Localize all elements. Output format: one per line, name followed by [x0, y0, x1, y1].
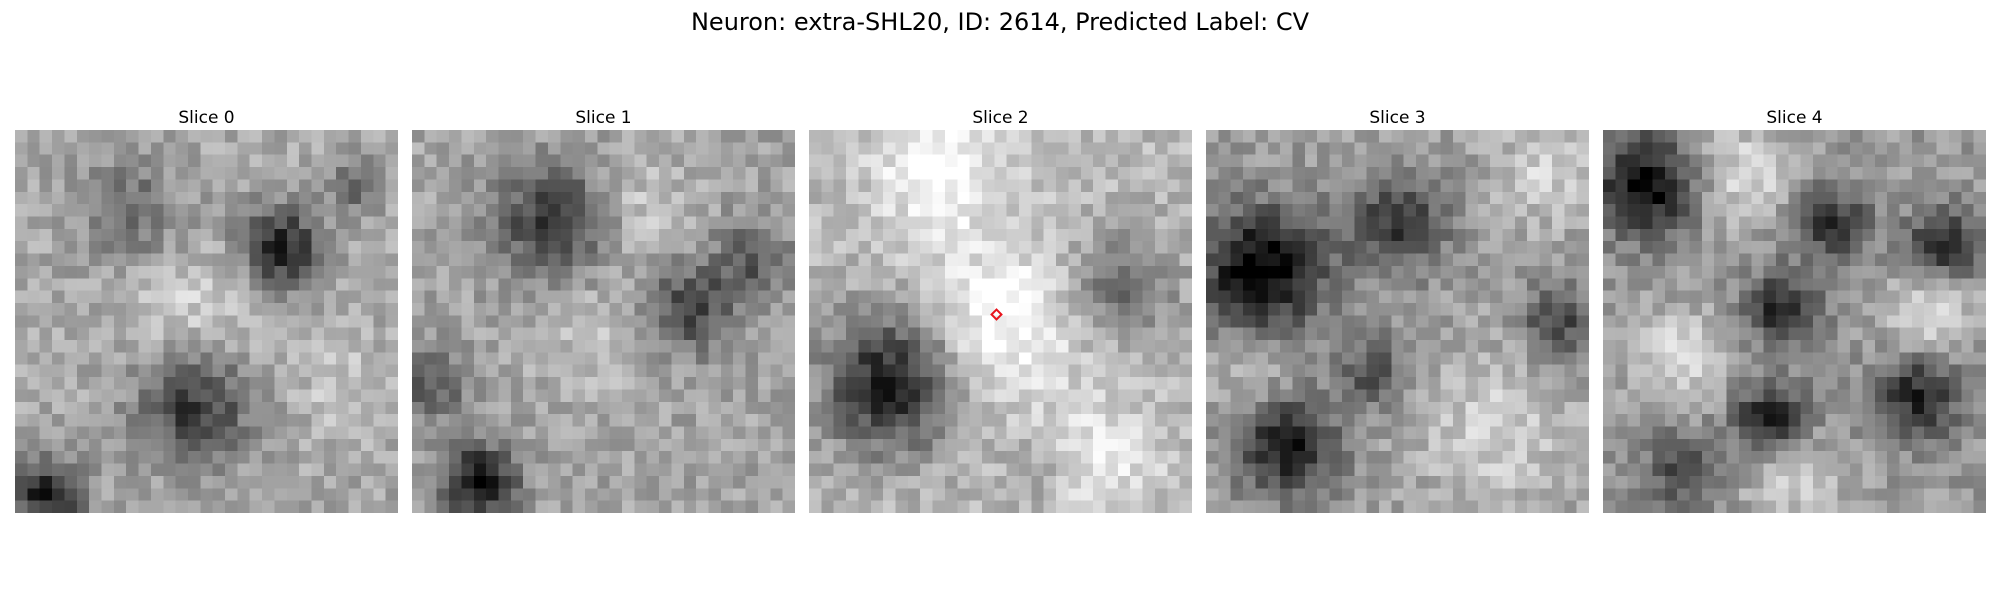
slice-panel-4: Slice 4: [1603, 106, 1986, 513]
slice-image-4: [1603, 130, 1986, 513]
figure-title: Neuron: extra-SHL20, ID: 2614, Predicted…: [690, 8, 1310, 36]
slice-panel-2: Slice 2: [809, 106, 1192, 513]
slice-image-0: [15, 130, 398, 513]
slice-image-3: [1206, 130, 1589, 513]
slice-panel-1: Slice 1: [412, 106, 795, 513]
slice-title: Slice 4: [1766, 108, 1823, 128]
slice-image-1: [412, 130, 795, 513]
slice-panel-3: Slice 3: [1206, 106, 1589, 513]
slice-title: Slice 3: [1369, 108, 1426, 128]
slice-title: Slice 0: [178, 108, 235, 128]
slice-image-2: [809, 130, 1192, 513]
slice-title: Slice 1: [575, 108, 632, 128]
slice-panel-0: Slice 0: [15, 106, 398, 513]
slice-title: Slice 2: [972, 108, 1029, 128]
